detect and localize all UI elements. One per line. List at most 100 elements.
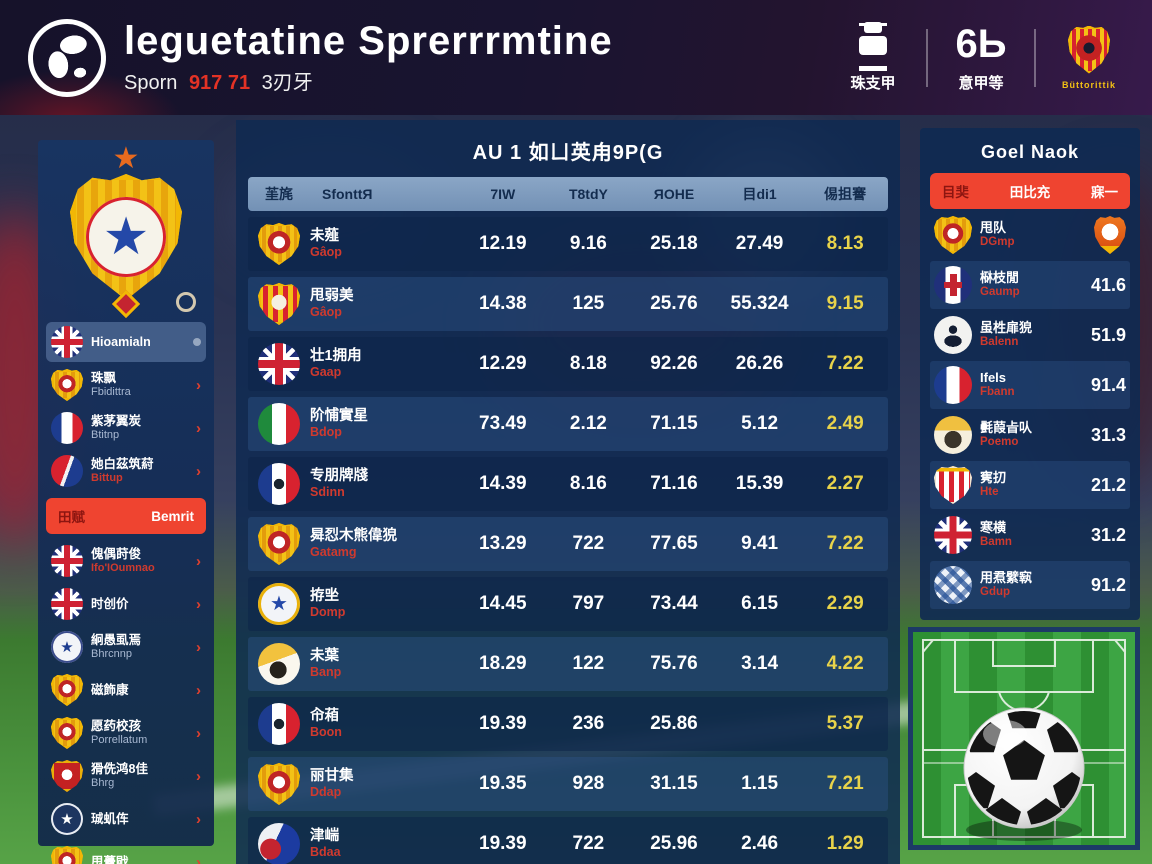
team-flag-icon: [934, 516, 972, 554]
team-badge-icon: [258, 763, 300, 805]
sidebar-item-sublabel: Btitnp: [91, 428, 120, 441]
stat-value: 75.76: [650, 653, 698, 674]
stat-value: 25.86: [650, 713, 698, 734]
table-row[interactable]: 未葉 Banp 18.29 122 75.76 3.14 4.22: [248, 637, 888, 691]
sidebar-item[interactable]: 紫茅翼炭 Btitnp: [46, 408, 206, 448]
team-badge-icon: [934, 416, 972, 454]
sidebar-item-label: 傀偶莳俊: [91, 546, 142, 561]
brand: leguetatine Sprerrrmtine Sporn 917 71 3刃…: [22, 13, 613, 102]
odds-value: 8.13: [826, 233, 864, 254]
sidebar-item[interactable]: 珠飘 Fbidittra: [46, 365, 206, 405]
chevron-right-icon: [196, 726, 201, 741]
stat-value: 1.15: [741, 773, 779, 794]
stat-value: 9.16: [569, 233, 607, 254]
sidebar-item-sublabel: Porrellatum: [91, 733, 148, 746]
rank-row[interactable]: 㮟枝閒 Gaump 41.6: [930, 261, 1130, 309]
table-body: 未薤 Gâop 12.19 9.16 25.18 27.49 8.13 甩弱美 Gâ…: [248, 217, 888, 864]
club-crest-emblem: [46, 148, 206, 319]
team-subname: Fbann: [980, 385, 1015, 398]
rank-row[interactable]: 用焄繴㝪 Gdup 91.2: [930, 561, 1130, 609]
sidebar-item[interactable]: Hioamialn: [46, 322, 206, 362]
odds-value: 9.15: [826, 293, 864, 314]
chevron-right-icon: [196, 640, 201, 655]
diamond-badge-icon: [111, 289, 141, 319]
sidebar-item[interactable]: 愿药校孩 Porrellatum: [46, 713, 206, 753]
table-row[interactable]: 未薤 Gâop 12.19 9.16 25.18 27.49 8.13: [248, 217, 888, 271]
table-header-row: 茥旄 SfonttЯ 7IW T8tdY ЯOHE 目di1 㑥抯謇: [248, 177, 888, 211]
sidebar-item-label: 她白茲筑葤: [91, 456, 154, 471]
chevron-right-icon: [196, 464, 201, 479]
league-badge-crest[interactable]: Büttorittik: [1056, 25, 1122, 90]
table-row[interactable]: 阶悑實星 Bdop 73.49 2.12 71.15 5.12 2.49: [248, 397, 888, 451]
odds-value: 2.49: [826, 413, 864, 434]
rank-row[interactable]: 㝦㧅 Hte 21.2: [930, 461, 1130, 509]
table-row[interactable]: 津㟨 Bdaa 19.39 722 25.96 2.46 1.29: [248, 817, 888, 864]
sidebar-item[interactable]: 傀偶莳俊 Ifo'IOumnao: [46, 541, 206, 581]
column-header: 7IW: [490, 186, 516, 202]
dot-icon: [193, 338, 201, 346]
stat-value: 3.14: [741, 653, 779, 674]
table-row[interactable]: 甩弱美 Gâop 14.38 125 25.76 55.324 9.15: [248, 277, 888, 331]
goal-rank-panel: Goel Naok 目奜 田比充 寐一 甩队 DGmp 㮟枝閒 Gaump 41.6…: [920, 128, 1140, 620]
stat-value: 25.18: [650, 233, 698, 254]
rank-value: 31.2: [1090, 524, 1126, 545]
rank-row[interactable]: 虽栍扉㹸 Balenn 51.9: [930, 311, 1130, 359]
team-badge-icon: [258, 823, 300, 864]
team-name: 㠳葙: [310, 707, 339, 724]
button-left-label: 田赋: [58, 510, 85, 525]
team-name: 曻㤠木熊偉㹸: [310, 527, 397, 544]
subtitle-suffix: 3刃牙: [261, 72, 313, 94]
rank-value: 91.2: [1090, 574, 1126, 595]
rank-value: 51.9: [1090, 324, 1126, 345]
table-row[interactable]: 曻㤠木熊偉㹸 Gatamg 13.29 722 77.65 9.41 7.22: [248, 517, 888, 571]
sidebar-item[interactable]: 时创价: [46, 584, 206, 624]
team-name: 未葉: [310, 647, 339, 664]
team-flag-icon: [51, 455, 83, 487]
rank-row[interactable]: 寒横 Bamn 31.2: [930, 511, 1130, 559]
rank-row[interactable]: Ifels Fbann 91.4: [930, 361, 1130, 409]
team-subname: Bdaa: [310, 845, 341, 860]
sidebar-item[interactable]: 磁飾康: [46, 670, 206, 710]
team-name: 专朋牌牋: [310, 467, 368, 484]
column-header: SfonttЯ: [322, 186, 373, 202]
league-table-panel: AU 1 如ㄩ英甪9P(G 茥旄 SfonttЯ 7IW T8tdY ЯOHE …: [236, 120, 900, 864]
sidebar-item-sublabel: Bhrcnnp: [91, 647, 132, 660]
sidebar-item[interactable]: 她白茲筑葤 Bittup: [46, 451, 206, 491]
table-row[interactable]: 专朋牌牋 Sdinn 14.39 8.16 71.16 15.39 2.27: [248, 457, 888, 511]
league-badge-six[interactable]: 6Ь 意甲等: [948, 22, 1014, 93]
sidebar-item[interactable]: 甩虋戙: [46, 842, 206, 864]
six-four-icon: 6Ь: [955, 22, 1007, 66]
team-subname: Boon: [310, 725, 342, 740]
league-badge-robot[interactable]: 珠支甲: [840, 22, 906, 93]
league-badge-label: 意甲等: [958, 75, 1004, 92]
stat-value: 71.15: [650, 413, 698, 434]
stat-value: 55.324: [730, 293, 789, 314]
rank-row[interactable]: 㲲葭㫖㕥 Poemo 31.3: [930, 411, 1130, 459]
stat-value: 722: [572, 833, 605, 854]
table-title: AU 1 如ㄩ英甪9P(G: [472, 142, 664, 164]
table-row[interactable]: 㠳葙 Boon 19.39 236 25.86 5.37: [248, 697, 888, 751]
chevron-right-icon: [196, 554, 201, 569]
sidebar-item-label: 磁飾康: [91, 682, 129, 697]
sidebar-item[interactable]: 猾侁鸿8佳 Bhrg: [46, 756, 206, 796]
league-badge-label: 珠支甲: [850, 75, 896, 92]
sidebar-item[interactable]: 珹虮伡: [46, 799, 206, 839]
team-name: Ifels: [980, 370, 1007, 386]
sidebar-action-button[interactable]: 田赋 Bemrit: [46, 498, 206, 534]
team-badge-icon: [51, 760, 83, 792]
robot-icon: [852, 22, 894, 66]
team-name: 甩队: [980, 220, 1007, 236]
stat-value: 71.16: [650, 473, 698, 494]
team-name: 拵㘴: [310, 587, 339, 604]
stat-value: 18.29: [479, 653, 527, 674]
stat-value: 13.29: [479, 533, 527, 554]
chevron-right-icon: [196, 812, 201, 827]
table-row[interactable]: 丽甘集 Ddap 19.35 928 31.15 1.15 7.21: [248, 757, 888, 811]
team-name: 㲲葭㫖㕥: [980, 420, 1033, 436]
rank-row[interactable]: 甩队 DGmp: [930, 211, 1130, 259]
table-row[interactable]: 壮1拥甪 Gaap 12.29 8.18 92.26 26.26 7.22: [248, 337, 888, 391]
